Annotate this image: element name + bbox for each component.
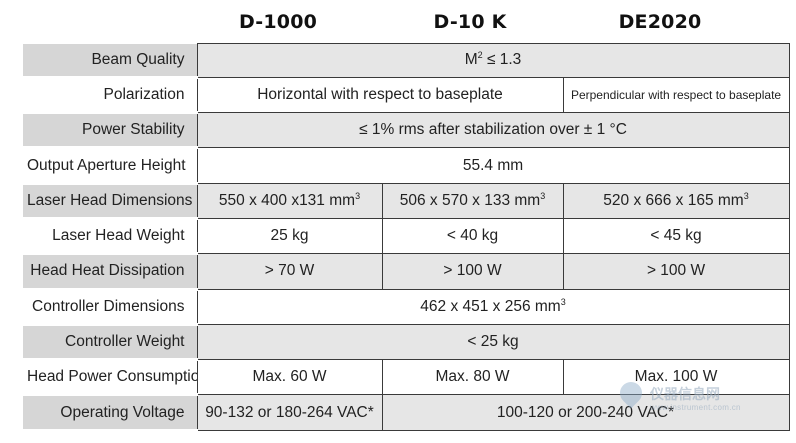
table-row: Output Aperture Height 55.4 mm: [23, 147, 790, 185]
cell-value: 506 x 570 x 133 mm: [399, 191, 541, 209]
table-row: Beam Quality M2 ≤ 1.3: [23, 43, 790, 79]
cell-value: > 100 W: [443, 262, 502, 280]
table-cell: Max. 60 W: [196, 359, 383, 396]
table-row: Controller Weight < 25 kg: [23, 323, 790, 362]
table-cell: Max. 100 W: [562, 359, 790, 396]
table-cell: 90-132 or 180-264 VAC*: [196, 394, 383, 431]
table-cell: 25 kg: [196, 217, 383, 255]
table-cell: Horizontal with respect to baseplate: [196, 76, 564, 114]
table-row: Laser Head Weight 25 kg < 40 kg < 45 kg: [23, 217, 790, 256]
table-row: Polarization Horizontal with respect to b…: [23, 76, 790, 115]
column-header-d10k: D-10 K: [433, 11, 507, 33]
table-cell: < 45 kg: [562, 217, 790, 255]
row-label: Controller Weight: [23, 324, 197, 362]
cell-value-suffix: ≤ 1.3: [482, 51, 522, 69]
cell-value: 90-132 or 180-264 VAC*: [205, 403, 374, 421]
cell-value: 550 x 400 x131 mm: [218, 191, 356, 209]
table-cell: > 100 W: [562, 253, 790, 290]
cell-value: < 40 kg: [446, 227, 499, 245]
row-label: Beam Quality: [23, 43, 197, 79]
cell-value: > 100 W: [646, 262, 706, 280]
cell-superscript: 2: [477, 50, 483, 61]
cell-value: 462 x 451 x 256 mm: [420, 297, 561, 315]
column-header-de2020: DE2020: [618, 11, 702, 33]
row-label: Laser Head Dimensions: [23, 183, 197, 220]
cell-superscript: 3: [355, 190, 361, 201]
cell-superscript: 3: [560, 296, 566, 307]
table-row: Controller Dimensions 462 x 451 x 256 mm3: [23, 288, 790, 326]
cell-superscript: 3: [743, 190, 749, 201]
cell-value: Max. 100 W: [634, 368, 718, 386]
spec-table: Beam Quality M2 ≤ 1.3 Polarization Horizont…: [23, 43, 790, 432]
cell-value: Perpendicular with respect to baseplate: [570, 87, 782, 102]
table-cell: ≤ 1% rms after stabilization over ± 1 °C: [196, 112, 790, 149]
table-cell: 550 x 400 x131 mm3: [196, 182, 383, 219]
row-label: Head Heat Dissipation: [23, 253, 197, 291]
table-row: Head Power Consumption Max. 60 W Max. 80 W…: [23, 359, 790, 397]
table-row: Power Stability ≤ 1% rms after stabilizat…: [23, 112, 790, 150]
table-cell: Max. 80 W: [381, 359, 564, 396]
table-cell: > 70 W: [196, 253, 383, 290]
table-cell: 506 x 570 x 133 mm3: [381, 182, 564, 219]
cell-value: Max. 80 W: [435, 368, 510, 386]
table-cell: 520 x 666 x 165 mm3: [562, 182, 790, 219]
table-row: Head Heat Dissipation > 70 W > 100 W > 100 …: [23, 253, 790, 291]
table-cell: Perpendicular with respect to baseplate: [562, 76, 790, 114]
table-cell: 100-120 or 200-240 VAC*: [381, 394, 790, 431]
cell-value: Max. 60 W: [252, 368, 327, 386]
cell-value: Horizontal with respect to baseplate: [257, 85, 503, 103]
row-label: Laser Head Weight: [23, 218, 197, 256]
cell-value: 55.4 mm: [462, 156, 524, 174]
row-label: Controller Dimensions: [23, 289, 197, 326]
table-cell: < 40 kg: [381, 217, 564, 255]
table-cell: M2 ≤ 1.3: [196, 43, 790, 78]
row-label: Power Stability: [23, 112, 197, 150]
row-label: Head Power Consumption: [23, 359, 197, 397]
table-row: Laser Head Dimensions 550 x 400 x131 mm3 5…: [23, 182, 790, 220]
cell-value: M: [464, 51, 478, 69]
row-label: Operating Voltage: [23, 394, 197, 432]
table-cell: 462 x 451 x 256 mm3: [196, 288, 790, 325]
cell-value: 520 x 666 x 165 mm: [603, 191, 744, 209]
cell-value: 25 kg: [270, 227, 309, 245]
table-cell: 55.4 mm: [196, 147, 790, 184]
table-cell: < 25 kg: [196, 323, 790, 361]
row-label: Output Aperture Height: [23, 147, 197, 185]
cell-value: < 25 kg: [467, 333, 519, 351]
cell-value: 100-120 or 200-240 VAC*: [496, 403, 675, 421]
table-row: Operating Voltage 90-132 or 180-264 VAC* 1…: [23, 394, 790, 432]
table-cell: > 100 W: [381, 253, 564, 290]
cell-value: ≤ 1% rms after stabilization over ± 1 °C: [359, 121, 627, 139]
row-label: Polarization: [23, 77, 197, 115]
cell-value: > 70 W: [264, 262, 315, 280]
cell-value: < 45 kg: [650, 227, 702, 245]
column-header-d1000: D-1000: [238, 11, 318, 33]
cell-superscript: 3: [540, 190, 546, 201]
